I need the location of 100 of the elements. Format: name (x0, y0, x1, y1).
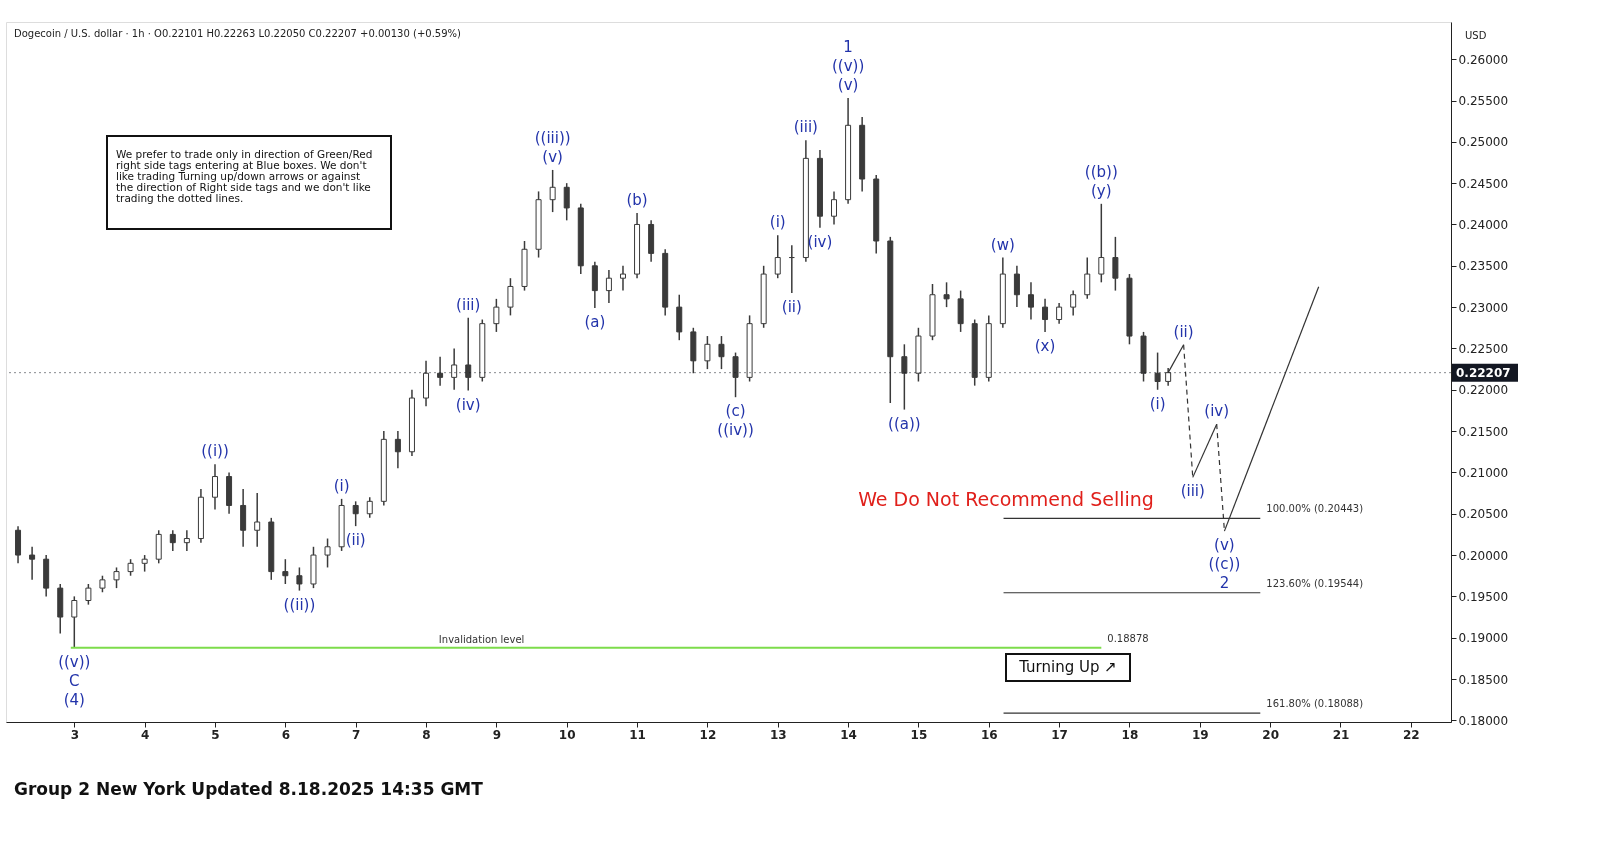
x-tick-label: 20 (1262, 727, 1279, 742)
candlestick (1070, 289, 1077, 317)
annotation: (c) (725, 402, 746, 421)
candlestick (29, 546, 36, 581)
x-tick-label: 16 (980, 727, 998, 742)
annotation: Turning Up ↗ (1018, 658, 1117, 676)
annotation: (y) (1091, 181, 1112, 200)
annotation: ((i)) (201, 442, 229, 461)
annotation: (i) (333, 476, 350, 495)
annotation: (ii) (781, 298, 802, 317)
annotation: 123.60% (0.19544) (1266, 577, 1364, 589)
candlestick (1098, 203, 1105, 284)
x-tick-label: 7 (352, 727, 361, 742)
candlestick (1112, 236, 1119, 292)
x-tick-label: 11 (629, 727, 646, 742)
candlestick (366, 496, 373, 519)
y-tick-label: 0.20000 (1458, 548, 1509, 563)
candlestick (507, 277, 514, 317)
candlestick (254, 492, 261, 548)
y-tick-label: 0.19500 (1458, 589, 1509, 604)
annotation: C (69, 671, 80, 690)
candlestick (563, 182, 570, 222)
candlestick (943, 281, 950, 308)
annotation: 1 (843, 38, 853, 57)
y-tick-label: 0.26000 (1458, 52, 1509, 67)
candlestick (774, 234, 781, 279)
x-tick-label: 6 (281, 727, 291, 742)
candlestick (831, 190, 838, 226)
ref-line-label: 0.22207 (1456, 365, 1511, 380)
candlestick (1042, 298, 1049, 333)
y-tick-label: 0.25000 (1458, 135, 1509, 150)
candlestick (901, 343, 908, 411)
candlestick (1084, 256, 1091, 300)
x-tick-label: 15 (910, 727, 928, 742)
candlestick (465, 317, 472, 392)
annotation: 0.18878 (1107, 632, 1149, 644)
candlestick (549, 169, 556, 213)
annotation: We Do Not Recommend Selling (858, 488, 1154, 510)
annotation: ((b)) (1084, 162, 1118, 181)
y-tick-label: 0.23000 (1458, 300, 1509, 315)
candlestick (85, 583, 92, 606)
annotation: We prefer to trade only in direction of Green/Red right side tags entering at Blue boxes. We don't like trading Turning up/down arrows or against the direction of Right side tags and we don't like trading the dotted lines. (116, 148, 373, 205)
annotation: 2 (1219, 574, 1230, 593)
annotation: ((ii)) (283, 595, 316, 614)
annotation: 100.00% (0.20443) (1266, 503, 1364, 515)
annotation: (i) (769, 213, 786, 232)
annotation: ((v)) (58, 652, 91, 671)
annotation: (iv) (455, 395, 481, 414)
x-tick-label: 5 (211, 727, 220, 742)
x-tick-label: 19 (1191, 727, 1209, 742)
y-tick-label: 0.21500 (1458, 424, 1509, 439)
y-tick-label: 0.18500 (1458, 672, 1509, 687)
x-tick-label: 13 (769, 727, 787, 742)
annotation: ((a)) (888, 414, 921, 433)
text: Group 2 New York Updated 8.18.2025 14:35 GMT (14, 779, 484, 799)
x-tick-label: 21 (1332, 727, 1350, 742)
annotation: Invalidation level (438, 633, 525, 645)
x-tick-label: 8 (422, 727, 431, 742)
annotation: (x) (1034, 336, 1056, 355)
x-tick-label: 22 (1402, 727, 1420, 742)
annotation: (ii) (345, 531, 366, 550)
y-tick-label: 0.25500 (1458, 94, 1509, 109)
candlestick (437, 355, 444, 387)
candlestick (352, 500, 359, 527)
candlestick (183, 529, 190, 552)
candlestick (1013, 265, 1020, 308)
annotation: (iii) (793, 118, 818, 137)
annotation: (v) (542, 147, 563, 166)
candlestick (71, 595, 78, 649)
y-tick-label: 0.18000 (1458, 713, 1509, 728)
annotation: ((iv)) (717, 421, 754, 440)
annotation: (v) (1214, 536, 1235, 555)
candlestick (451, 347, 458, 391)
annotation: ((c)) (1208, 555, 1241, 574)
candlestick (212, 463, 218, 511)
x-tick-label: 14 (840, 727, 857, 742)
y-axis-title: USD (1465, 30, 1487, 41)
candlestick (282, 558, 289, 585)
candlestick (605, 269, 612, 304)
annotation: ((v)) (831, 57, 865, 76)
candlestick (493, 298, 500, 333)
text: Dogecoin / U.S. dollar · 1h · O0.22101 H0.22263 L0.22050 C0.22207 +0.00130 (+0.59%) (14, 28, 462, 39)
annotation: 161.80% (0.18088) (1266, 698, 1364, 710)
annotation: (iii) (1180, 482, 1205, 501)
x-tick-label: 9 (492, 727, 502, 742)
annotation: (ii) (1173, 322, 1194, 341)
annotation: ((iii)) (534, 128, 571, 147)
annotation: (4) (63, 690, 85, 709)
candlestick (169, 529, 176, 552)
candlestick (704, 335, 711, 370)
candlestick (718, 335, 725, 370)
candlestick (619, 265, 626, 292)
candlestick (1056, 302, 1063, 325)
candlestick (1027, 281, 1034, 321)
y-tick-label: 0.22000 (1458, 383, 1509, 398)
candlestick (394, 430, 401, 470)
x-tick-label: 3 (70, 727, 79, 742)
candlestick (324, 537, 331, 569)
annotation: (b) (626, 190, 648, 209)
y-tick-label: 0.24500 (1458, 176, 1509, 191)
